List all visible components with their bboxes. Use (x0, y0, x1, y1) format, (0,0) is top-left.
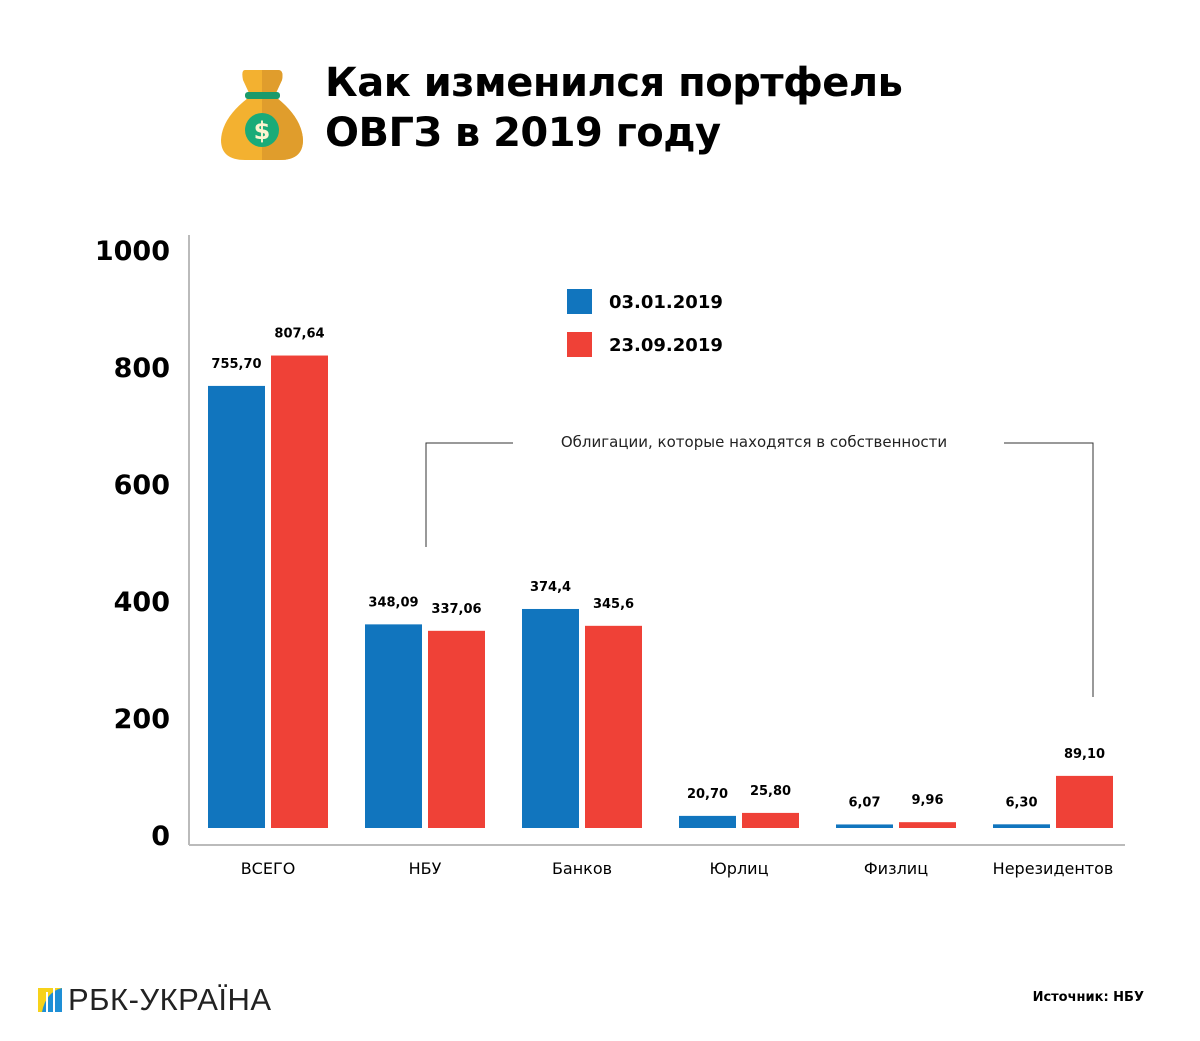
y-tick-label: 1000 (95, 236, 170, 267)
data-label: 25,80 (750, 784, 791, 799)
legend-swatch (567, 289, 592, 314)
x-tick-label: Банков (552, 859, 612, 878)
bar (679, 815, 736, 828)
y-tick-label: 400 (114, 587, 170, 618)
y-tick-label: 0 (151, 821, 170, 852)
legend-label: 03.01.2019 (609, 292, 723, 313)
bar (208, 385, 265, 828)
annotation-text: Облигации, которые находятся в собственн… (561, 433, 947, 451)
bar (993, 824, 1050, 828)
x-tick-label: ВСЕГО (241, 859, 296, 878)
data-label: 337,06 (431, 602, 481, 617)
y-tick-label: 800 (114, 353, 170, 384)
source-note: Источник: НБУ (1032, 990, 1144, 1005)
x-tick-label: Нерезидентов (993, 859, 1114, 878)
bar (1056, 775, 1113, 828)
title-line-2: ОВГЗ в 2019 году (325, 110, 721, 156)
data-label: 348,09 (368, 595, 418, 610)
bar (899, 822, 956, 828)
data-label: 9,96 (911, 793, 943, 808)
data-label: 807,64 (274, 327, 324, 342)
legend-swatch (567, 332, 592, 357)
x-tick-label: НБУ (409, 859, 442, 878)
title-line-1: Как изменился портфель (325, 60, 903, 106)
data-label: 345,6 (593, 597, 634, 612)
data-label: 755,70 (211, 357, 261, 372)
data-label: 6,07 (848, 795, 880, 810)
page-title: Как изменился портфель ОВГЗ в 2019 году (325, 58, 903, 158)
brand-name: РБК-УКРАЇНА (68, 982, 272, 1017)
bar (836, 824, 893, 828)
bar (271, 355, 328, 828)
bar (428, 630, 485, 828)
logo-mark-icon (38, 988, 62, 1012)
legend-label: 23.09.2019 (609, 335, 723, 356)
bar (585, 625, 642, 828)
bracket-left (425, 442, 513, 547)
data-label: 374,4 (530, 580, 571, 595)
x-tick-label: Юрлиц (710, 859, 769, 878)
bar (365, 624, 422, 828)
brand-logo: РБК-УКРАЇНА (38, 982, 272, 1018)
data-label: 20,70 (687, 787, 728, 802)
money-bag-icon: $ (221, 70, 303, 160)
bracket-right (1004, 442, 1094, 697)
bar (522, 608, 579, 828)
y-tick-label: 200 (114, 704, 170, 735)
bar (742, 812, 799, 828)
x-tick-label: Физлиц (864, 859, 928, 878)
data-label: 89,10 (1064, 747, 1105, 762)
data-label: 6,30 (1005, 795, 1037, 810)
svg-text:$: $ (254, 117, 271, 145)
y-tick-label: 600 (114, 470, 170, 501)
